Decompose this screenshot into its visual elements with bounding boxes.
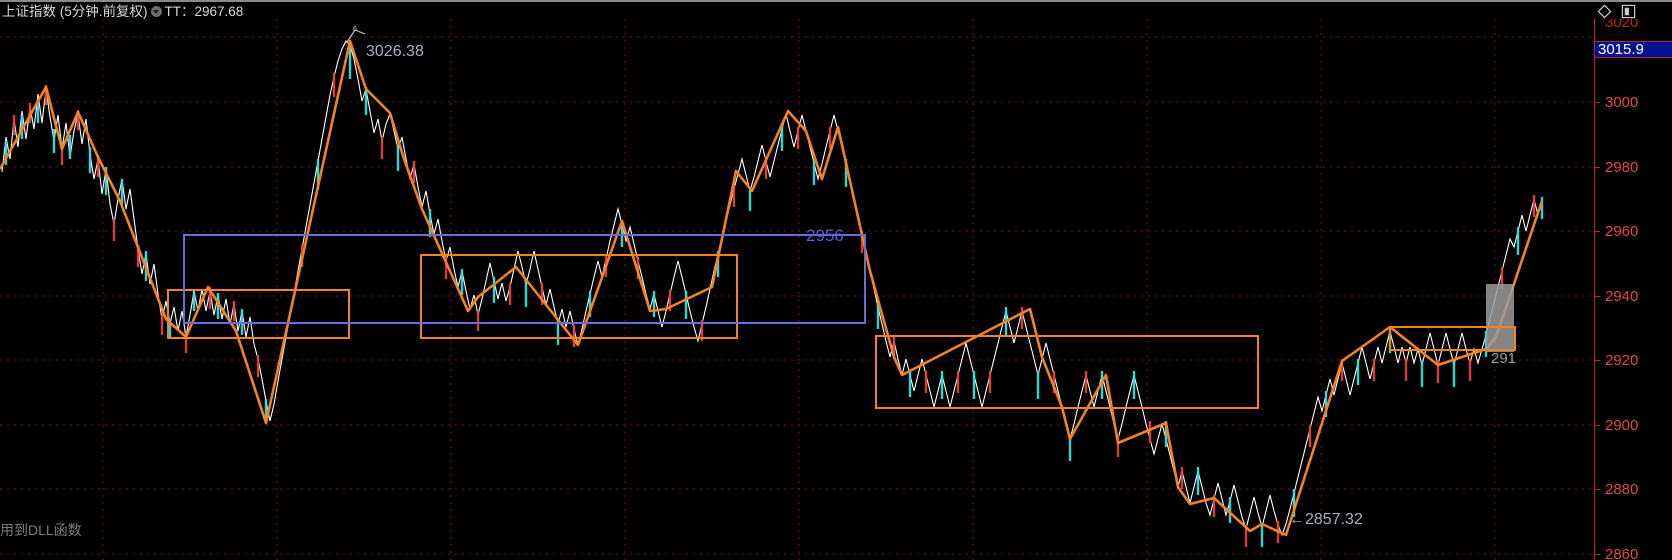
axis-tick [1595,167,1600,168]
svg-text:6: 6 [353,26,357,33]
titlebar-icon-group [1597,4,1636,19]
page-title: 上证指数 (5分钟.前复权) TT：2967.68 [2,3,243,20]
orange-box-3 [875,335,1259,409]
drawing-overlays[interactable] [0,19,1594,560]
zigzag-trend-line [0,39,1544,537]
peak-marker-icon: 6 [346,26,366,43]
diamond-icon[interactable] [1597,4,1612,19]
purple-range-box [183,234,866,324]
title-indicator-label: TT：2967.68 [164,4,244,19]
grey-shadow-region [1486,284,1514,352]
title-symbol: 上证指数 [2,4,56,19]
axis-label: 3000 [1605,94,1639,111]
axis-tick [1595,102,1600,103]
price-axis[interactable]: 3020 3015.9 3000 2980 2960 2940 2920 290… [1594,15,1672,560]
axis-tick [1595,360,1600,361]
orange-box-4 [1389,326,1516,351]
axis-label: 2880 [1605,481,1639,498]
axis-tick [1595,425,1600,426]
last-price-badge: 3015.9 [1595,41,1672,58]
axis-tick [1595,296,1600,297]
axis-label: 2980 [1605,159,1639,176]
panel-toggle-icon[interactable] [1621,4,1636,19]
axis-tick [1595,554,1600,555]
title-bar: 上证指数 (5分钟.前复权) TT：2967.68 [0,0,1672,19]
axis-label: 2860 [1605,546,1639,560]
axis-label: 2960 [1605,223,1639,240]
axis-tick [1595,489,1600,490]
title-period: (5分钟.前复权) [59,4,148,19]
chevron-down-circle-icon[interactable] [150,6,162,17]
dll-status-note: 用到DLL函数 [0,522,82,538]
orange-box-1 [167,289,350,339]
axis-label: 2940 [1605,288,1639,305]
axis-tick [1595,231,1600,232]
axis-label: 2900 [1605,417,1639,434]
candle-up-bodies [12,73,1536,547]
chart-plot-area[interactable]: 3026.38 ←2857.32 2956 291 6 [0,19,1594,560]
orange-box-2 [420,254,738,339]
axis-label: 2920 [1605,352,1639,369]
